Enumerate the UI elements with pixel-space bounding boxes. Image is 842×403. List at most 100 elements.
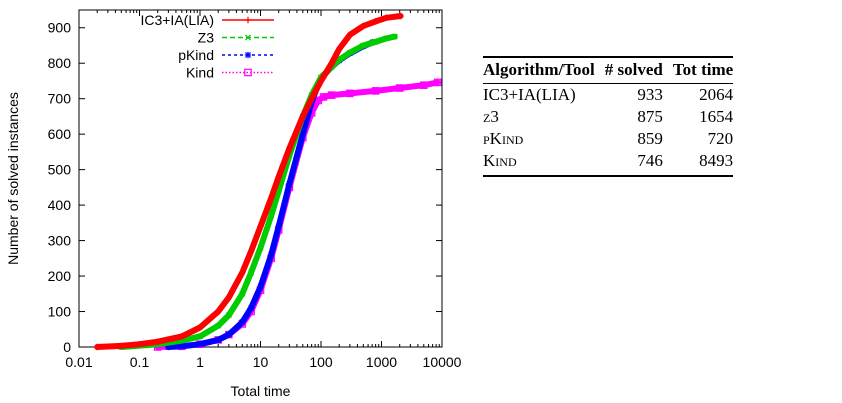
y-tick-label: 400 xyxy=(48,197,72,213)
x-tick-label: 100 xyxy=(309,354,333,370)
data-point xyxy=(136,340,143,348)
legend-label: Z3 xyxy=(198,30,215,46)
data-point xyxy=(346,89,354,98)
data-point xyxy=(225,331,233,338)
data-point xyxy=(215,308,222,315)
data-point xyxy=(395,84,404,92)
data-point xyxy=(248,269,255,276)
data-point xyxy=(154,338,161,345)
data-point xyxy=(286,180,293,188)
x-axis-label: Total time xyxy=(231,383,291,399)
data-point xyxy=(433,78,442,87)
row-name: IC3+IA(LIA) xyxy=(483,85,576,104)
data-point xyxy=(225,312,232,319)
y-tick-label: 500 xyxy=(48,162,72,178)
legend-marker xyxy=(244,51,252,59)
legend-marker xyxy=(244,68,252,77)
data-point xyxy=(267,251,275,258)
results-table: Algorithm/Tool # solved Tot time IC3+IA(… xyxy=(483,56,734,177)
legend-label: Kind xyxy=(186,65,214,81)
data-point xyxy=(327,91,336,99)
data-point xyxy=(299,113,306,120)
legend-label: pKind xyxy=(178,47,214,63)
data-point xyxy=(372,38,379,45)
data-point xyxy=(94,343,101,351)
y-tick-label: 800 xyxy=(48,55,72,71)
table-header-row: Algorithm/Tool # solved Tot time xyxy=(483,56,734,84)
legend-label: IC3+IA(LIA) xyxy=(140,12,214,28)
data-point xyxy=(267,194,275,202)
data-point xyxy=(397,12,404,20)
series-ic3-ia-lia- xyxy=(94,12,404,351)
row-name: Kind xyxy=(483,150,595,177)
series-group xyxy=(94,12,442,351)
data-point xyxy=(196,340,204,348)
data-point xyxy=(360,42,367,49)
data-point xyxy=(346,49,353,56)
y-axis-label: Number of solved instances xyxy=(5,92,21,265)
axes: 0.01 0.1 1 10 100 1000 10000 0 100 200 300 400 500 60… xyxy=(5,9,462,399)
legend-marker xyxy=(244,16,252,24)
data-point xyxy=(257,244,264,251)
legend-marker xyxy=(245,34,251,41)
data-point xyxy=(239,318,246,326)
x-tick-label: 1000 xyxy=(366,354,397,370)
data-point xyxy=(247,304,255,312)
data-point xyxy=(371,87,380,95)
data-point xyxy=(383,14,390,22)
row-time: 720 xyxy=(707,129,734,148)
row-solved: 933 xyxy=(637,85,663,104)
data-point xyxy=(286,145,293,152)
data-point xyxy=(319,93,328,101)
data-point xyxy=(178,333,185,340)
row-solved: 746 xyxy=(594,150,663,177)
data-point xyxy=(328,60,335,67)
header-solved: # solved xyxy=(594,56,663,84)
data-point xyxy=(299,130,306,138)
row-solved: 859 xyxy=(637,129,663,148)
data-point xyxy=(317,77,325,85)
data-point xyxy=(215,322,222,329)
header-algorithm: Algorithm/Tool xyxy=(483,56,595,84)
data-point xyxy=(275,223,282,230)
y-tick-label: 0 xyxy=(63,339,71,355)
data-point xyxy=(239,269,246,276)
y-tick-label: 700 xyxy=(48,91,72,107)
data-point xyxy=(308,95,315,102)
data-point xyxy=(257,223,264,230)
data-point xyxy=(336,45,343,53)
data-point xyxy=(215,336,222,344)
row-time: 8493 xyxy=(662,150,734,177)
data-point xyxy=(419,81,428,90)
data-point xyxy=(275,173,282,180)
data-point xyxy=(196,324,204,331)
x-tick-label: 10000 xyxy=(423,354,462,370)
data-point xyxy=(225,294,233,301)
data-point xyxy=(268,212,275,219)
series-line xyxy=(94,13,404,350)
header-time: Tot time xyxy=(662,56,734,84)
table-row: z3 875 1654 xyxy=(483,106,733,128)
table-row: Kind 746 8493 xyxy=(483,150,734,177)
row-time: 2064 xyxy=(699,85,734,104)
solved-instances-chart: 0.01 0.1 1 10 100 1000 10000 0 100 200 300 400 500 60… xyxy=(5,9,462,399)
series-kind xyxy=(153,78,442,351)
y-tick-label: 900 xyxy=(48,20,72,36)
data-point xyxy=(383,35,390,42)
y-tick-label: 200 xyxy=(48,268,72,284)
data-point xyxy=(360,22,367,30)
row-time: 1654 xyxy=(699,107,734,126)
data-point xyxy=(372,18,379,25)
data-point xyxy=(346,31,354,39)
data-point xyxy=(391,33,398,40)
data-point xyxy=(197,333,203,340)
data-point xyxy=(239,290,246,297)
y-tick-label: 600 xyxy=(48,126,72,142)
x-tick-label: 0.1 xyxy=(130,354,150,370)
x-tick-label: 0.01 xyxy=(65,354,92,370)
data-point xyxy=(247,248,255,255)
y-tick-label: 300 xyxy=(48,233,72,249)
data-point xyxy=(118,342,125,350)
data-point xyxy=(178,343,185,350)
